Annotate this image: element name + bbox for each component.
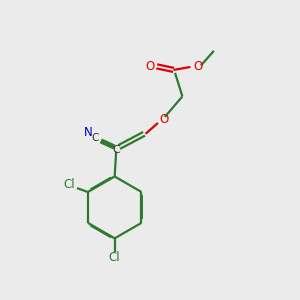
- Text: C: C: [112, 145, 120, 155]
- Text: Cl: Cl: [64, 178, 75, 191]
- Text: C: C: [92, 133, 99, 142]
- Text: O: O: [160, 112, 169, 126]
- Text: O: O: [146, 60, 154, 73]
- Text: Cl: Cl: [109, 251, 121, 264]
- Text: N: N: [84, 126, 93, 139]
- Text: O: O: [194, 61, 202, 74]
